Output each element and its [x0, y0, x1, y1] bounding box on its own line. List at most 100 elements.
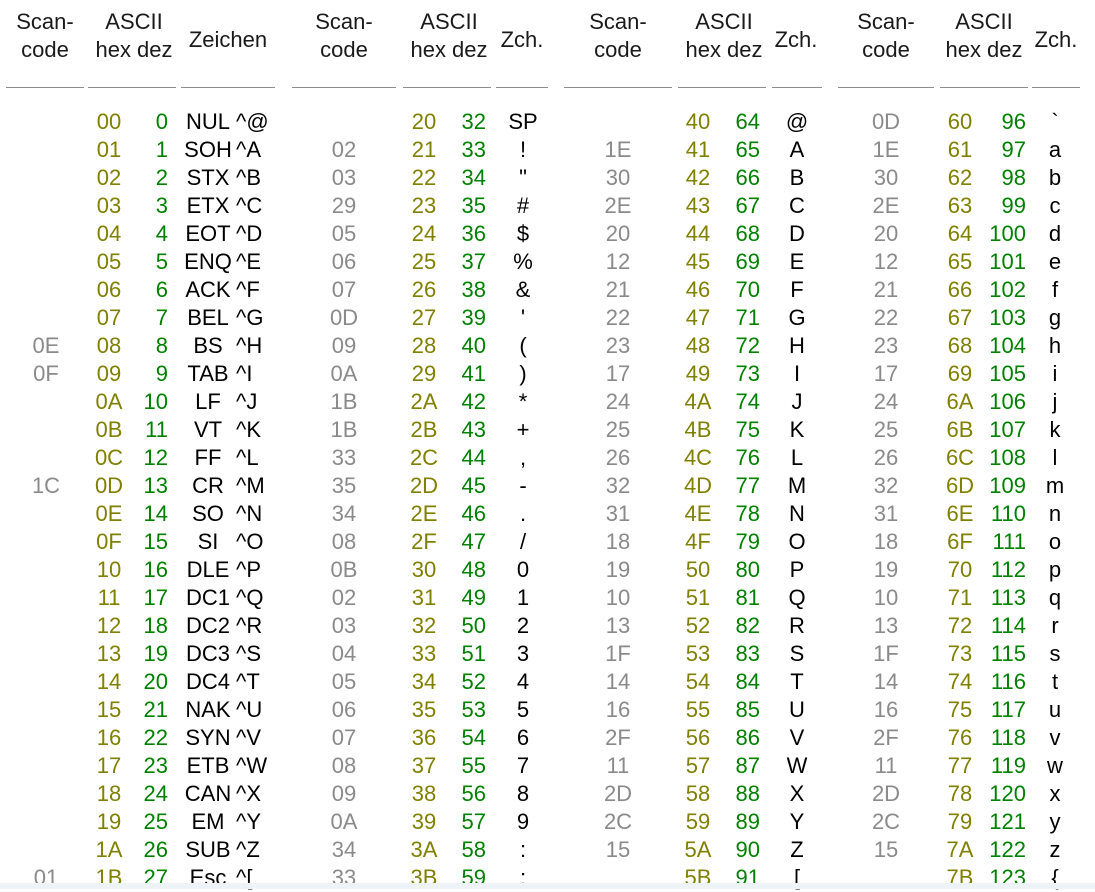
ctrl-key-cell: ^M: [236, 473, 265, 498]
dec-cell: 110: [990, 501, 1026, 526]
scancode-cell: [16, 136, 76, 164]
char-cell: b: [1048, 165, 1062, 190]
dec-cell: 53: [461, 697, 486, 722]
hex-cell: 11: [97, 585, 121, 610]
dec-cell: 12: [143, 445, 168, 470]
char-cell: Z: [790, 837, 804, 862]
char-cell: o: [1048, 529, 1062, 554]
hex-cell: 20: [411, 109, 437, 134]
dec-cell: 107: [989, 417, 1026, 442]
scancode-cell: [16, 388, 76, 416]
dec-cell: 2: [155, 165, 168, 190]
hex-cell: 0F: [96, 529, 122, 554]
hex-cell: 0B: [95, 417, 123, 442]
dec-cell: 102: [989, 277, 1026, 302]
dec-cell: 21: [143, 697, 168, 722]
hex-cell: 4C: [683, 445, 713, 470]
dec-cell: 79: [735, 529, 760, 554]
dec-cell: 90: [735, 837, 760, 862]
hex-cell: 36: [411, 725, 437, 750]
dec-cell: 14: [143, 501, 168, 526]
ctrl-key-cell: ^T: [236, 669, 260, 694]
hex-cell: 4F: [685, 529, 711, 554]
ctrl-key-cell: ^@: [236, 109, 269, 134]
dec-cell: 51: [461, 641, 486, 666]
hex-cell: 19: [96, 809, 122, 834]
scancode-cell: 11: [874, 753, 898, 778]
scancode-cell: 24: [605, 389, 631, 414]
char-cell: @: [785, 109, 809, 134]
header-scancode-3: Scan- code: [589, 9, 647, 62]
dec-cell: 86: [735, 725, 760, 750]
char-cell: F: [790, 277, 804, 302]
scancode-cell: 22: [605, 305, 631, 330]
scancode-cell: [16, 500, 76, 528]
hex-cell: 22: [411, 165, 437, 190]
char-cell: [: [793, 865, 801, 890]
ctrl-key-cell: ^F: [236, 277, 260, 302]
scancode-cell: 2E: [872, 193, 900, 218]
scancode-cell: 1B: [330, 389, 358, 414]
header-char-1: Zeichen: [188, 27, 268, 52]
dec-cell: 73: [735, 361, 760, 386]
char-cell: +: [516, 417, 530, 442]
scancode-cell: 26: [605, 445, 631, 470]
dec-cell: 67: [735, 193, 760, 218]
dec-cell: 1: [155, 137, 168, 162]
scancode-cell: 24: [873, 389, 899, 414]
char-cell: 0: [516, 557, 530, 582]
dec-cell: 45: [461, 473, 486, 498]
scancode-cell: 0B: [330, 557, 358, 582]
char-cell: CAN: [184, 781, 232, 806]
char-cell: ): [519, 361, 527, 386]
scancode-cell: 12: [873, 249, 899, 274]
char-cell: O: [788, 529, 806, 554]
scancode-cell: 0A: [330, 809, 358, 834]
scancode-cell: [16, 752, 76, 780]
ctrl-key-cell: ^I: [236, 361, 253, 386]
dec-cell: 13: [143, 473, 168, 498]
dec-cell: 58: [461, 837, 486, 862]
scancode-cell: [16, 164, 76, 192]
dec-cell: 119: [990, 753, 1026, 778]
ctrl-key-cell: ^H: [236, 333, 263, 358]
scancode-cell: 19: [873, 557, 899, 582]
scancode-cell: 0E: [32, 333, 60, 358]
char-cell: k: [1049, 417, 1061, 442]
hex-cell: 4A: [684, 389, 712, 414]
char-cell: DLE: [186, 557, 230, 582]
hex-cell: 78: [947, 781, 973, 806]
dec-cell: 3: [155, 193, 168, 218]
dec-cell: 117: [990, 697, 1026, 722]
hex-cell: 68: [947, 333, 973, 358]
char-cell: #: [516, 193, 530, 218]
hex-cell: 39: [411, 809, 437, 834]
hex-cell: 13: [96, 641, 122, 666]
char-cell: 4: [516, 669, 530, 694]
scancode-cell: 21: [873, 277, 899, 302]
dec-cell: 106: [989, 389, 1026, 414]
scancode-cell: [16, 444, 76, 472]
dec-cell: 34: [461, 165, 486, 190]
scancode-cell: [16, 808, 76, 836]
hex-cell: 05: [96, 249, 122, 274]
header-ascii-3: ASCII hex dez: [685, 9, 763, 62]
char-cell: r: [1051, 613, 1059, 638]
char-cell: $: [516, 221, 530, 246]
hex-cell: 23: [411, 193, 437, 218]
scancode-cell: 32: [873, 473, 899, 498]
char-cell: D: [789, 221, 805, 246]
scancode-cell: 11: [606, 753, 630, 778]
char-cell: a: [1048, 137, 1062, 162]
dec-cell: 44: [461, 445, 486, 470]
dec-cell: 6: [155, 277, 168, 302]
scancode-cell: [16, 276, 76, 304]
char-cell: SUB: [185, 837, 231, 862]
scancode-cell: 10: [605, 585, 631, 610]
hex-cell: 59: [685, 809, 711, 834]
hex-cell: 07: [96, 305, 122, 330]
hex-cell: 2D: [409, 473, 439, 498]
dec-cell: 103: [989, 305, 1026, 330]
dec-cell: 36: [461, 221, 486, 246]
